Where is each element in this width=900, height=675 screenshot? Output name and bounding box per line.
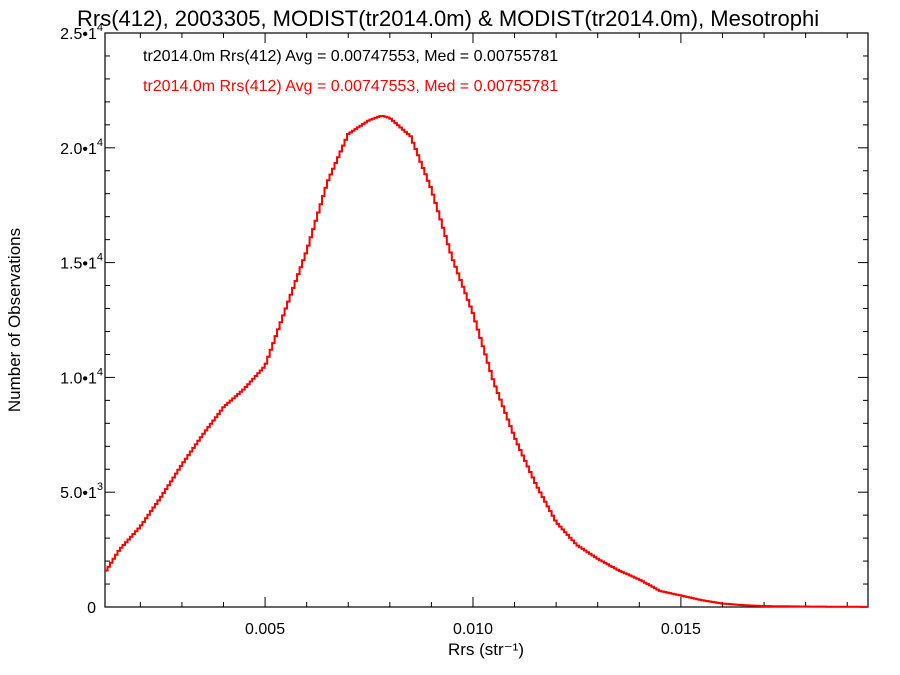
series-line-red — [105, 115, 868, 608]
series-layer — [105, 115, 868, 608]
y-tick-label: 2.5•14 — [60, 22, 103, 43]
legend: tr2014.0m Rrs(412) Avg = 0.00747553, Med… — [143, 48, 558, 95]
y-axis-title: Number of Observations — [5, 228, 24, 412]
axis-ticks: 0.005 0.010 0.015 0 5.0•13 1.0•14 1.5•14 2.0•14… — [60, 22, 868, 638]
x-tick-label: 0.010 — [453, 621, 493, 638]
legend-entry-red: tr2014.0m Rrs(412) Avg = 0.00747553, Med… — [143, 78, 558, 95]
y-tick-label: 1.0•14 — [60, 366, 103, 387]
x-tick-label: 0.015 — [661, 621, 701, 638]
y-tick-label: 2.0•14 — [60, 137, 103, 158]
x-axis-title: Rrs (str⁻¹) — [448, 640, 524, 659]
y-tick-label: 5.0•13 — [60, 481, 103, 502]
y-tick-label: 0 — [87, 600, 96, 617]
plot-frame — [104, 32, 869, 608]
x-tick-label: 0.005 — [245, 621, 285, 638]
chart-title: Rrs(412), 2003305, MODIST(tr2014.0m) & M… — [77, 6, 819, 31]
y-tick-label: 1.5•14 — [60, 252, 103, 273]
legend-entry-black: tr2014.0m Rrs(412) Avg = 0.00747553, Med… — [143, 48, 558, 65]
